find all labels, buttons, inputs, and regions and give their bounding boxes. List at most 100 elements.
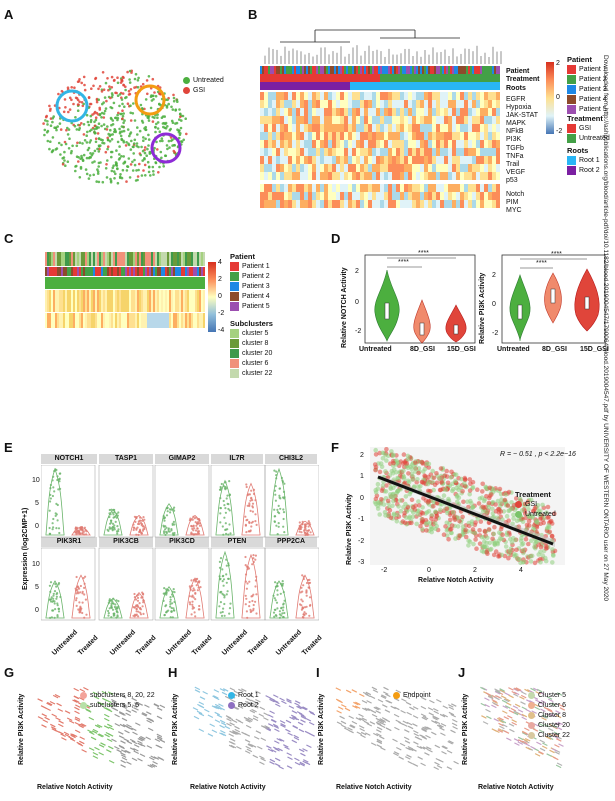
heatmap-cell: [384, 116, 388, 124]
heatmap-cell: [356, 200, 360, 208]
cell-point: [135, 144, 139, 148]
heatmap-cell: [348, 148, 352, 156]
violin-8d: [413, 299, 431, 344]
heatmap-cell: [384, 92, 388, 100]
subcluster-bar: [77, 252, 79, 266]
patient-bar: [352, 66, 354, 74]
flow-arrow: [551, 748, 558, 752]
heatmap-cell: [304, 140, 308, 148]
heatmap-cell: [121, 313, 123, 328]
heatmap-cell: [260, 100, 264, 108]
heatmap-cell: [464, 100, 468, 108]
heatmap-cell: [488, 192, 492, 200]
panel-a-legend: Untreated GSI: [183, 75, 224, 95]
heatmap-cell: [364, 184, 368, 192]
patient-bar: [45, 267, 47, 276]
heatmap-cell: [356, 132, 360, 140]
heatmap-cell: [344, 172, 348, 180]
cell-point: [119, 81, 123, 84]
flow-arrow: [510, 707, 517, 712]
roots-bar: [496, 82, 498, 90]
heatmap-cell: [468, 172, 472, 180]
data-point: [251, 599, 254, 603]
cell-point: [73, 86, 76, 89]
flow-arrow: [393, 697, 400, 702]
data-point: [222, 485, 225, 488]
cell-point: [85, 141, 89, 144]
subcluster-bar: [185, 252, 187, 266]
heatmap-cell: [165, 290, 167, 312]
data-point: [228, 523, 231, 526]
cell-point: [82, 123, 86, 126]
cell-point: [141, 82, 145, 86]
flow-arrow: [485, 692, 492, 696]
y-tick: 5: [35, 500, 39, 507]
heatmap-cell: [392, 108, 396, 116]
flow-arrow: [288, 705, 295, 709]
scatter-point: [373, 490, 379, 495]
heatmap-cell: [496, 148, 500, 156]
flow-arrow: [120, 694, 126, 698]
heatmap-cell: [157, 313, 159, 328]
data-point: [274, 599, 277, 602]
flow-arrow: [451, 722, 458, 727]
data-point: [164, 528, 167, 531]
roots-bar: [264, 82, 266, 90]
heatmap-cell: [372, 108, 376, 116]
cell-point: [94, 118, 98, 122]
heatmap-cell: [159, 313, 161, 328]
heatmap-cell: [137, 290, 139, 312]
cell-point: [111, 93, 114, 97]
flow-arrow: [365, 691, 372, 696]
flow-arrow: [214, 719, 221, 723]
data-point: [138, 519, 141, 522]
heatmap-cell: [448, 184, 452, 192]
heatmap-cell: [412, 140, 416, 148]
flow-arrow: [294, 761, 301, 766]
data-point: [195, 524, 198, 527]
heatmap-cell: [324, 172, 328, 180]
heatmap-cell: [496, 172, 500, 180]
flow-arrow: [112, 707, 119, 712]
flow-arrow: [58, 723, 64, 728]
x-tick: Untreated: [497, 346, 530, 353]
heatmap-cell: [292, 156, 296, 164]
heatmap-cell: [356, 140, 360, 148]
data-point: [196, 522, 200, 525]
flow-arrow: [245, 697, 252, 702]
data-point: [59, 595, 62, 599]
data-point: [49, 532, 52, 535]
data-point: [107, 609, 110, 613]
heatmap-cell: [296, 108, 300, 116]
scatter-point: [384, 458, 389, 463]
flow-arrow: [546, 696, 553, 700]
treatment-bar: [298, 74, 300, 82]
patient-bar: [175, 267, 177, 276]
data-point: [302, 616, 305, 619]
heatmap-cell: [488, 148, 492, 156]
heatmap-cell: [436, 100, 440, 108]
cell-point: [123, 105, 126, 108]
flow-arrow: [156, 737, 163, 741]
roots-bar: [440, 82, 442, 90]
heatmap-cell: [292, 124, 296, 132]
patient-bar: [298, 66, 300, 74]
flow-arrow: [155, 744, 161, 749]
subcluster-bar: [193, 252, 195, 266]
flow-arrow: [50, 726, 57, 730]
patient-bar: [163, 267, 165, 276]
heatmap-cell: [268, 116, 272, 124]
heatmap-cell: [203, 313, 205, 328]
flow-arrow: [298, 748, 305, 753]
subcluster-bar: [155, 252, 157, 266]
flow-arrow: [230, 744, 237, 749]
cell-point: [178, 113, 182, 116]
gene-strip: TASP1: [99, 454, 153, 464]
heatmap-cell: [416, 132, 420, 140]
data-point: [113, 508, 116, 512]
heatmap-cell: [360, 148, 364, 156]
scatter-point: [430, 468, 435, 474]
cell-point: [93, 120, 96, 124]
heatmap-cell: [147, 313, 149, 328]
correlation-annotation: R = − 0.51 , p < 2.2e−16: [500, 451, 576, 458]
